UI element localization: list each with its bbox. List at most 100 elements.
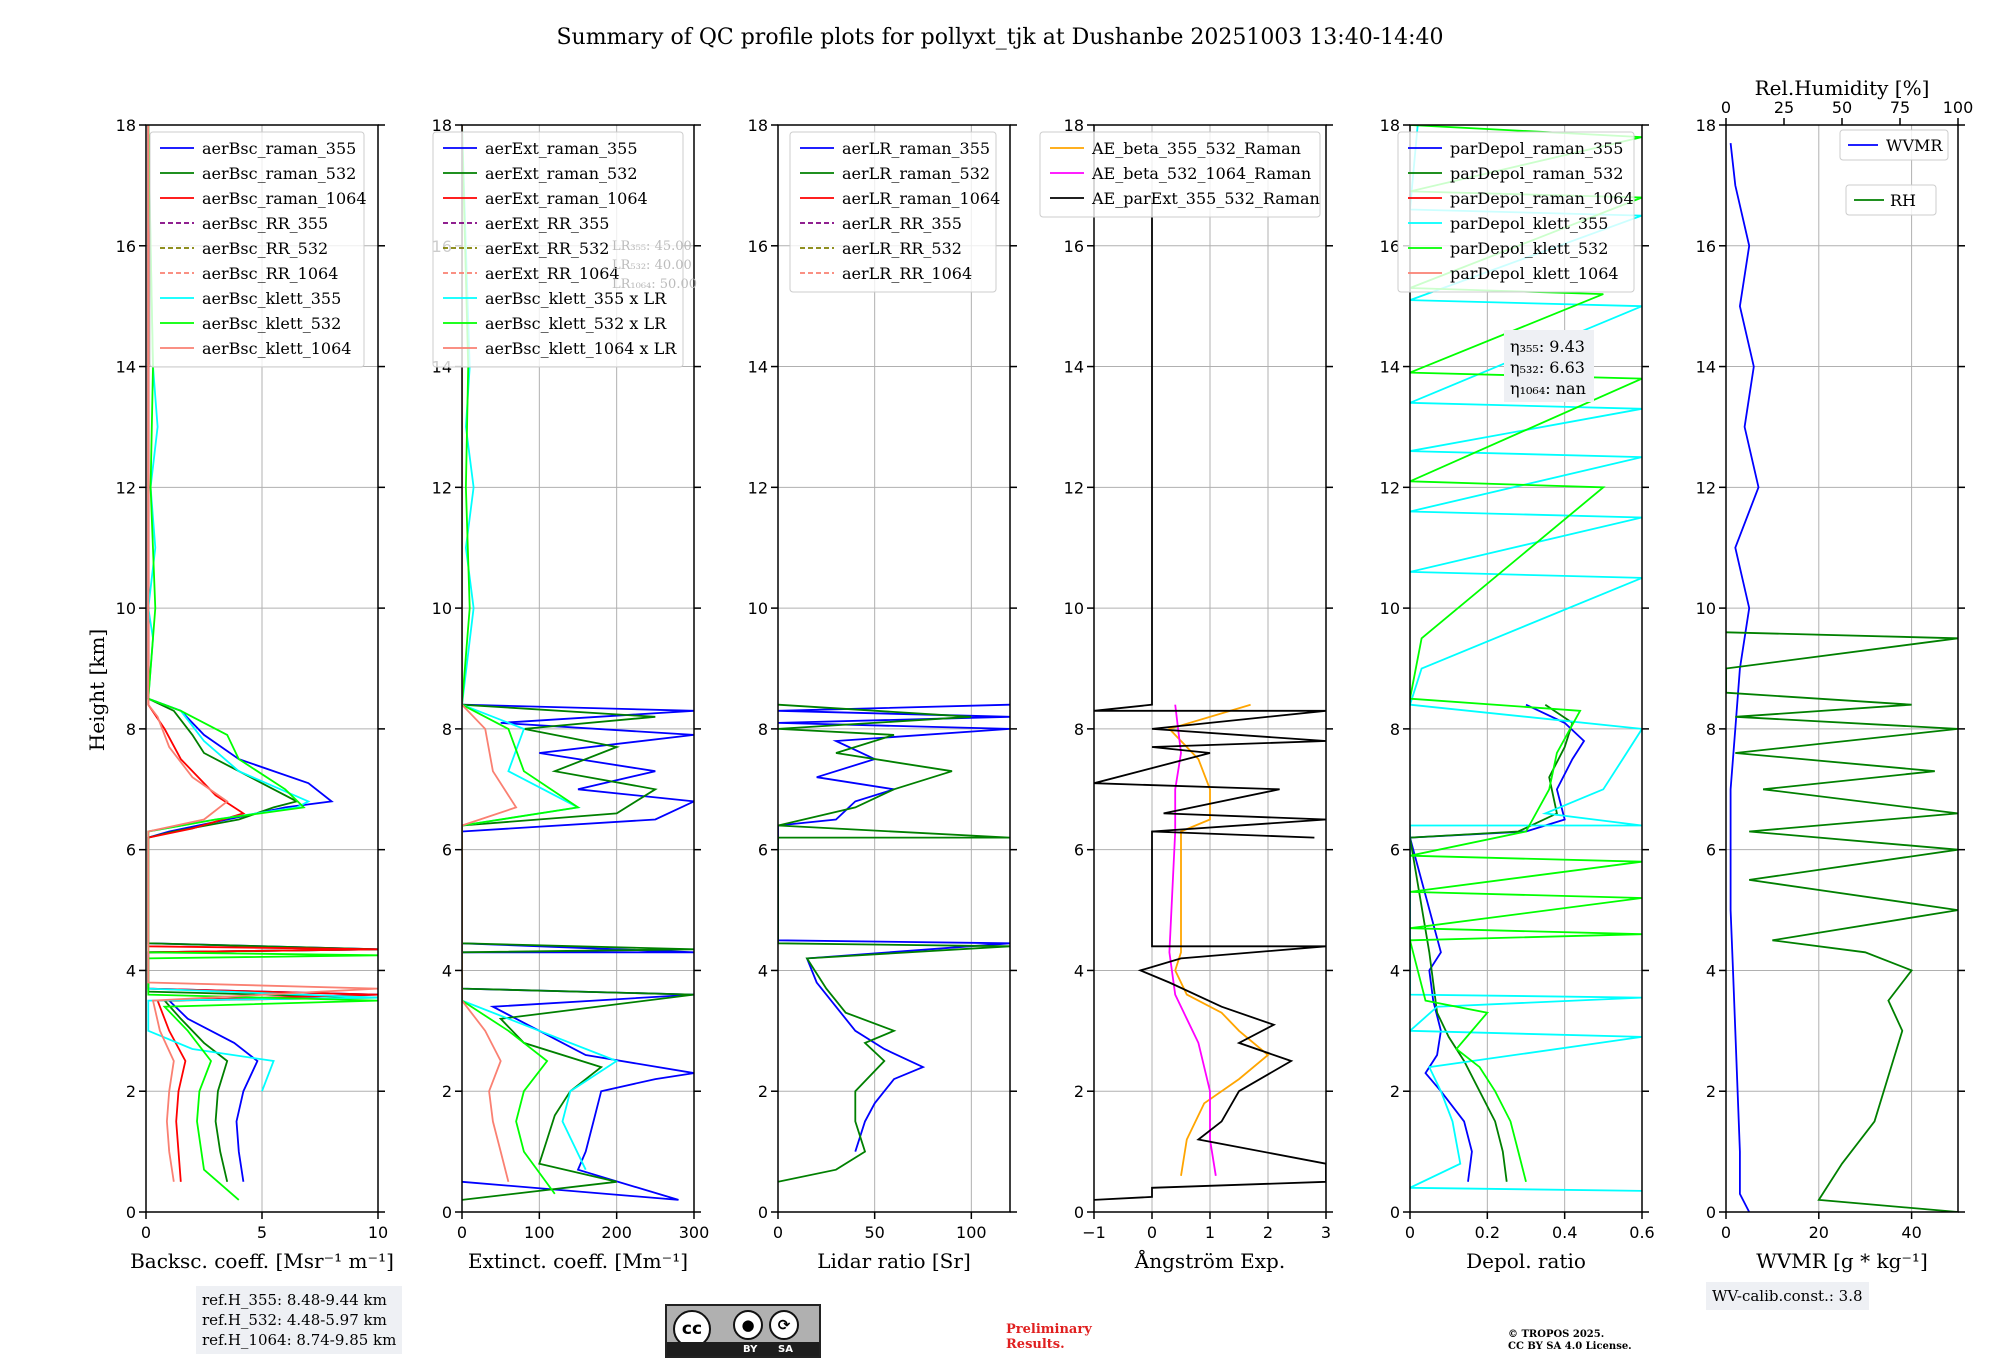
y-tick-label: 12: [1380, 478, 1400, 497]
x2-tick-label: 25: [1774, 98, 1794, 117]
x-tick-label: 20: [1809, 1223, 1829, 1242]
legend-label: parDepol_raman_532: [1450, 164, 1623, 183]
cc-sa-label: SA: [778, 1344, 793, 1355]
series-aerLR_raman_532: [778, 703, 1010, 1183]
y-tick-label: 18: [748, 116, 768, 135]
y-tick-label: 16: [748, 237, 768, 256]
x-tick-label: 0: [457, 1223, 467, 1242]
x-tick-label: 40: [1901, 1223, 1921, 1242]
y-tick-label: 14: [116, 358, 136, 377]
series-parDepol_klett_532: [1410, 125, 1642, 1183]
legend-label: AE_parExt_355_532_Raman: [1091, 189, 1320, 208]
series-aerBsc_klett_355: [147, 125, 378, 1092]
plot-frame: [1409, 124, 1643, 1213]
wv-calib-constant: WV-calib.const.: 3.8: [1712, 1287, 1863, 1305]
preliminary-notice: Preliminary Results.: [1006, 1322, 1092, 1352]
attribution-person-icon: ●: [733, 1310, 763, 1340]
legend-label: aerBsc_klett_532: [202, 314, 341, 333]
y-tick-label: 6: [1706, 841, 1716, 860]
legend-label: aerExt_RR_1064: [485, 264, 620, 283]
legend-label: parDepol_raman_1064: [1450, 189, 1634, 208]
legend-box: [1397, 131, 1635, 293]
series-aerExt_klett_355: [462, 125, 619, 1171]
y-tick-label: 2: [1390, 1082, 1400, 1101]
legend-box: [149, 131, 365, 368]
x2-tick-label: 100: [1943, 98, 1974, 117]
lr-annotation: LR₅₃₂: 40.00: [612, 258, 692, 273]
legend-label: parDepol_raman_355: [1450, 139, 1623, 158]
figure-title: Summary of QC profile plots for pollyxt_…: [556, 25, 1443, 50]
x2-axis-label: Rel.Humidity [%]: [1755, 76, 1930, 100]
y-tick-label: 14: [1380, 358, 1400, 377]
legend-label: AE_beta_355_532_Raman: [1091, 139, 1301, 158]
x-tick-label: 5: [257, 1223, 267, 1242]
y-tick-label: 2: [126, 1082, 136, 1101]
series-AE_beta_355_532_Raman: [1167, 703, 1270, 1176]
legend-box: [432, 131, 684, 368]
x-axis-label: Depol. ratio: [1466, 1249, 1586, 1273]
y-tick-label: 16: [1380, 237, 1400, 256]
panel-wv: 0 2 4 6 8 10 12 14 16 18 0 20 40 WVMR [g * kg⁻¹] 0 25 50…: [1696, 76, 1974, 1273]
plot-frame: [1725, 124, 1959, 1213]
y-tick-label: 16: [1064, 237, 1084, 256]
y-tick-label: 14: [748, 358, 768, 377]
y-tick-label: 8: [758, 720, 768, 739]
y-axis-label: Height [km]: [85, 629, 109, 751]
plot-frame: [777, 124, 1011, 1213]
y-tick-label: 6: [1390, 841, 1400, 860]
legend-label: aerLR_raman_1064: [842, 189, 1000, 208]
legend-label: WVMR: [1886, 136, 1943, 155]
y-tick-label: 8: [1074, 720, 1084, 739]
y-tick-label: 10: [748, 599, 768, 618]
y-tick-label: 4: [1706, 961, 1716, 980]
legend-box: [789, 131, 997, 293]
x-tick-label: −1: [1082, 1223, 1106, 1242]
ref-height-532: ref.H_532: 4.48-5.97 km: [202, 1311, 387, 1329]
legend-label: aerBsc_klett_532 x LR: [485, 314, 667, 333]
y-tick-label: 2: [758, 1082, 768, 1101]
x-axis-label: Lidar ratio [Sr]: [817, 1249, 971, 1273]
legend-label: aerBsc_klett_1064 x LR: [485, 339, 677, 358]
x-tick-label: 0: [1405, 1223, 1415, 1242]
x-tick-label: 3: [1321, 1223, 1331, 1242]
x-tick-label: 2: [1263, 1223, 1273, 1242]
y-tick-label: 4: [442, 961, 452, 980]
cc-license-badge[interactable]: cc ● ⟳ BY SA: [665, 1304, 821, 1358]
y-tick-label: 2: [442, 1082, 452, 1101]
y-tick-label: 10: [1064, 599, 1084, 618]
legend-box: [1839, 129, 1949, 161]
eta-value: η₃₅₅: 9.43: [1510, 337, 1585, 356]
series-aerExt_klett_532: [462, 125, 581, 1195]
x-tick-label: 0.6: [1629, 1223, 1654, 1242]
series-aerBsc_raman_532: [147, 125, 378, 1183]
y-tick-label: 12: [116, 478, 136, 497]
y-tick-label: 2: [1706, 1082, 1716, 1101]
cc-badge-strip: [667, 1342, 819, 1356]
x-axis-label: Ångström Exp.: [1134, 1248, 1285, 1273]
x-tick-label: 0: [1147, 1223, 1157, 1242]
y-tick-label: 8: [1706, 720, 1716, 739]
legend-label: aerBsc_klett_1064: [202, 339, 351, 358]
legend-label: aerExt_raman_1064: [485, 189, 648, 208]
plot-frame: [461, 124, 695, 1213]
y-tick-label: 8: [1390, 720, 1400, 739]
y-tick-label: 2: [1074, 1082, 1084, 1101]
lr-annotation: LR₁₀₆₄: 50.00: [612, 277, 697, 292]
series-aerExt_raman_355: [462, 703, 694, 1201]
legend-label: aerLR_raman_532: [842, 164, 990, 183]
y-tick-label: 10: [116, 599, 136, 618]
series-parDepol_raman_355: [1410, 703, 1586, 1182]
series-WVMR: [1729, 143, 1760, 1212]
series-parDepol_klett_355: [1410, 125, 1642, 1192]
series-aerBsc_klett_1064: [147, 125, 378, 1182]
y-tick-label: 8: [126, 720, 136, 739]
copyright-line-2: CC BY SA 4.0 License.: [1508, 1341, 1632, 1352]
legend-label: aerLR_RR_532: [842, 239, 962, 258]
y-tick-label: 12: [748, 478, 768, 497]
x-tick-label: 50: [864, 1223, 884, 1242]
legend-label: parDepol_klett_355: [1450, 214, 1608, 233]
x-tick-label: 1: [1205, 1223, 1215, 1242]
y-tick-label: 0: [126, 1203, 136, 1222]
